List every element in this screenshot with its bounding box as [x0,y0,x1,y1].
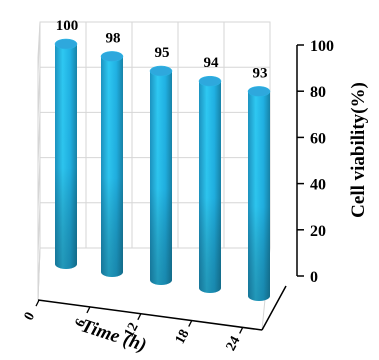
x-tick-label: 18 [173,327,193,346]
y-tick-label: 100 [310,38,334,55]
bar-shade-24 [248,91,270,302]
y-tick-label: 80 [310,84,326,101]
bar-top-18 [198,75,222,87]
x-tick [188,320,193,327]
x-tick-label: 0 [22,310,39,323]
x-tick [239,327,244,334]
x-tick [35,299,40,307]
x-axis-label: Time (h) [78,315,149,356]
x-tick-label: 12 [122,320,142,339]
gridline-left [37,247,41,301]
data-label-6: 98 [106,30,121,46]
x-tick [137,313,142,321]
bar-top-6 [100,51,124,62]
y-tick-label: 0 [310,269,318,286]
bar-top-12 [149,65,173,77]
bar-top-0 [54,38,78,50]
bar-shade-0 [55,44,77,269]
bar-shade-12 [150,71,172,285]
bar-shade-6 [101,56,123,278]
data-label-18: 94 [204,55,220,71]
data-label-12: 95 [155,45,170,61]
y-tick-label: 40 [310,177,326,194]
bar-top-24 [247,86,271,97]
data-label-0: 100 [56,18,79,34]
x-tick [86,306,91,314]
data-labels: 100 98 95 94 93 [56,18,268,81]
floor-right-edge [261,285,287,331]
x-axis-line [37,299,263,331]
y-tick-label: 20 [310,223,326,240]
y-tick-label: 60 [310,130,326,147]
gridlines [37,21,271,331]
x-tick-label: 24 [224,334,244,353]
bar-shade-18 [199,81,221,293]
bars [54,38,271,302]
data-label-24: 93 [253,65,268,81]
y-axis-label: Cell viability(%) [348,82,369,218]
